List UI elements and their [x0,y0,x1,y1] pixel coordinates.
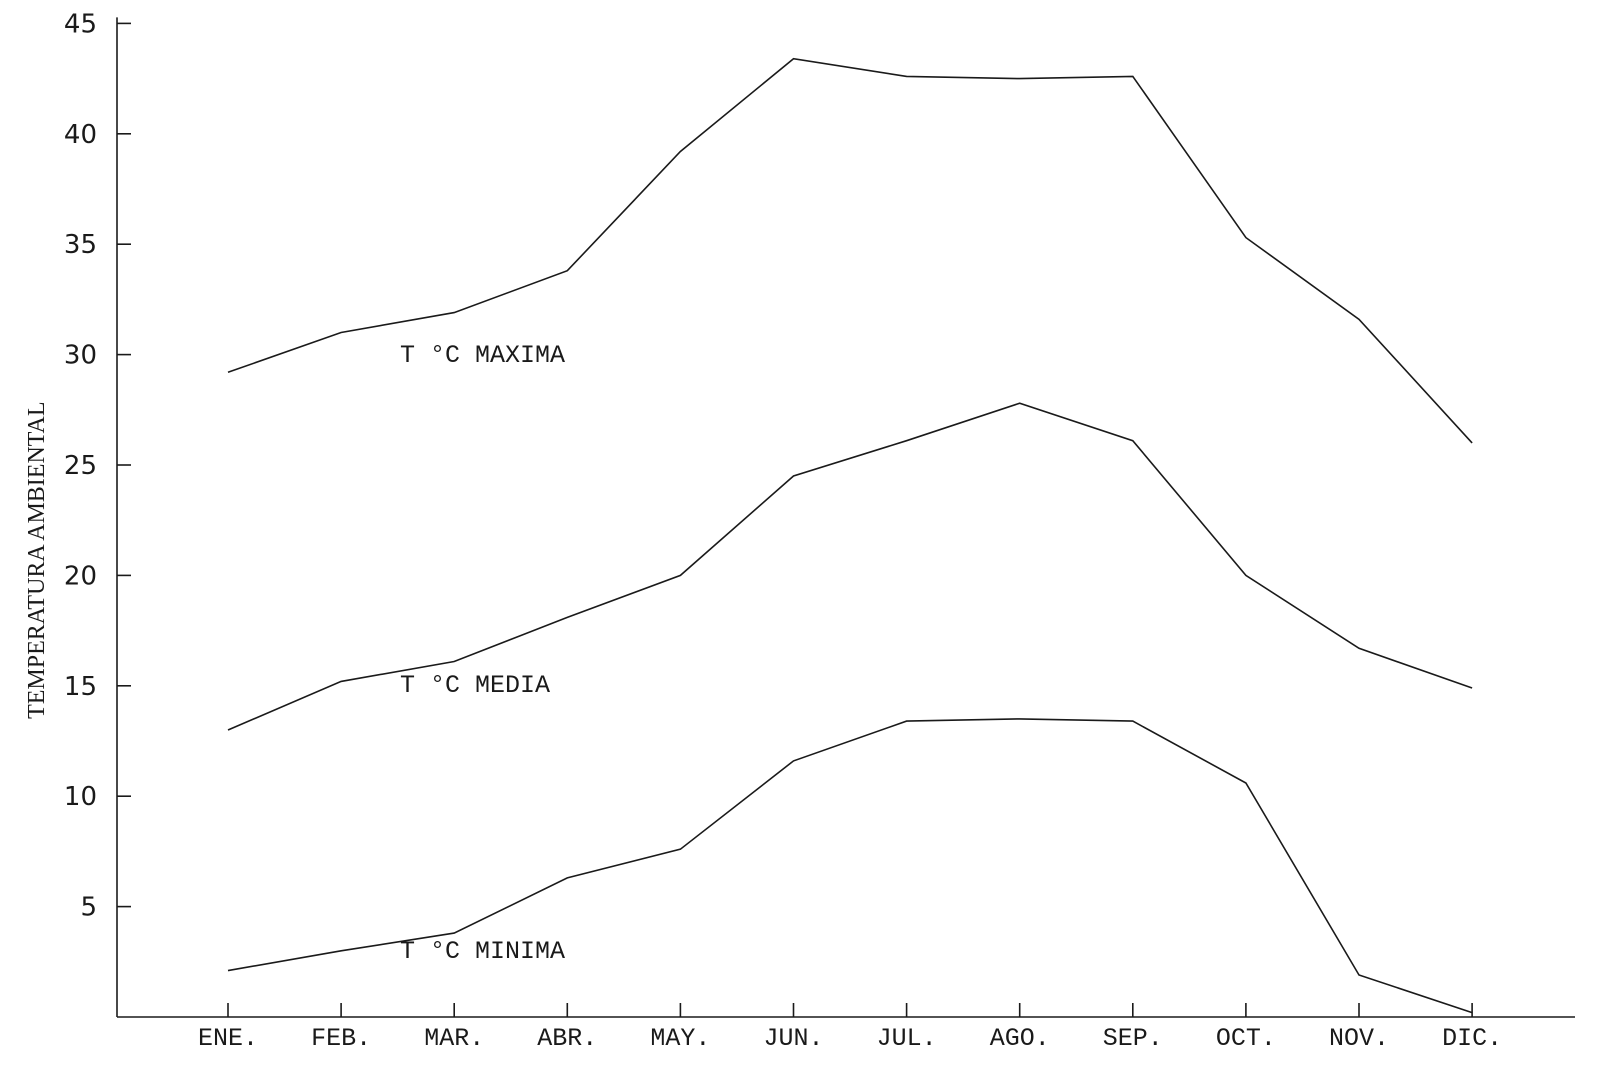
series-line-1 [227,402,1473,731]
x-tick-label: FEB. [311,1024,371,1053]
series-label-1: T °C MEDIA [400,671,550,700]
series-labels: T °C MAXIMA T °C MEDIA T °C MINIMA [400,341,565,966]
series-lines [227,57,1473,1014]
x-tick-label: OCT. [1216,1024,1276,1053]
y-axis-label: TEMPERATURA AMBIENTAL [24,401,50,718]
x-tick-label: JUN. [763,1024,823,1053]
x-tick-label: ABR. [537,1024,597,1053]
y-axis-ticks: 5 10 15 20 25 30 35 40 45 [64,9,131,923]
y-tick-label: 40 [64,120,97,150]
y-tick-label: 35 [64,230,97,260]
y-tick-label: 10 [64,782,97,812]
x-tick-label: SEP. [1103,1024,1163,1053]
x-tick-label: MAR. [424,1024,484,1053]
y-tick-label: 15 [64,672,97,702]
x-tick-label: DIC. [1442,1024,1502,1053]
x-tick-label: JUL. [877,1024,937,1053]
x-tick-label: ENE. [198,1024,258,1053]
y-tick-label: 5 [80,893,97,923]
y-tick-label: 45 [64,9,97,39]
series-line-0 [227,57,1473,444]
x-tick-label: MAY. [650,1024,710,1053]
x-axis-ticks: ENE. FEB. MAR. ABR. MAY. JUN. JUL. AGO. SEP. OCT.… [198,1003,1502,1053]
x-tick-label: NOV. [1329,1024,1389,1053]
x-tick-label: AGO. [990,1024,1050,1053]
axes [116,17,1575,1018]
series-line-2 [227,718,1473,1014]
y-tick-label: 25 [64,451,97,481]
y-tick-label: 30 [64,341,97,371]
y-tick-label: 20 [64,561,97,591]
series-label-0: T °C MAXIMA [400,341,565,370]
series-label-2: T °C MINIMA [400,937,565,966]
